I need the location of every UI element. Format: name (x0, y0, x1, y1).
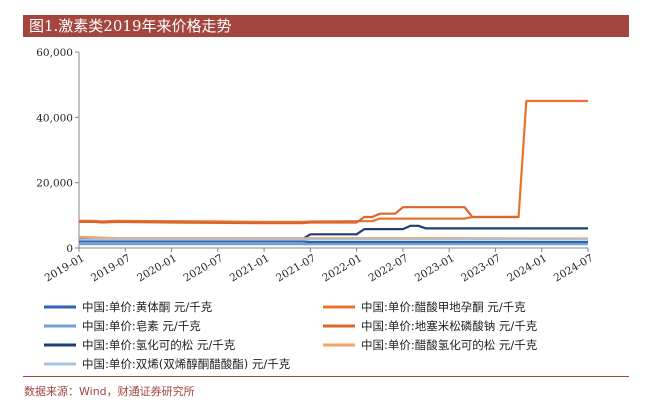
series-line (79, 224, 588, 240)
legend-label: 中国:单价:醋酸甲地孕酮 元/千克 (361, 300, 526, 314)
plot-series (78, 99, 589, 246)
legend-label: 中国:单价:皂素 元/千克 (82, 319, 201, 333)
x-tick-label: 2020-01 (135, 252, 179, 284)
series-line (79, 240, 588, 244)
y-tick-label: 40,000 (36, 112, 73, 124)
legend-label: 中国:单价:醋酸氢化可的松 元/千克 (361, 338, 538, 352)
legend: 中国:单价:黄体酮 元/千克 中国:单价:醋酸甲地孕酮 元/千克中国:单价:皂素 … (44, 300, 538, 371)
x-tick-label: 2023-01 (413, 252, 457, 284)
x-tick-label: 2022-07 (367, 252, 411, 284)
source-divider (23, 376, 629, 377)
legend-label: 中国:单价:黄体酮 元/千克 (82, 300, 213, 314)
x-tick-label: 2019-01 (43, 252, 87, 284)
x-tick-label: 2024-01 (505, 252, 549, 284)
chart-title: 图1.激素类2019年来价格走势 (29, 17, 232, 35)
chart-canvas: 0 20,000 40,000 60,000 2019-01 2019-07 2020-01… (36, 47, 595, 371)
y-tick-label: 60,000 (36, 47, 73, 59)
series-line (78, 235, 589, 240)
y-tick-label: 0 (66, 243, 73, 255)
x-tick-label: 2021-07 (274, 252, 318, 284)
legend-label: 中国:单价:氢化可的松 元/千克 (82, 338, 236, 352)
x-tick-label: 2023-07 (459, 252, 503, 284)
source-note: 数据来源：Wind，财通证券研究所 (24, 385, 195, 398)
x-tick-label: 2022-01 (320, 252, 364, 284)
title-bar: 图1.激素类2019年来价格走势 (23, 15, 629, 37)
legend-label: 中国:单价:双烯(双烯醇酮醋酸酯) 元/千克 (82, 357, 291, 371)
plot-axes: 0 20,000 40,000 60,000 2019-01 2019-07 2020-01… (36, 47, 595, 284)
series-line (79, 99, 588, 223)
x-tick-label: 2021-01 (228, 252, 272, 284)
y-tick-label: 20,000 (36, 178, 73, 190)
series-line (79, 206, 519, 225)
x-tick-label: 2024-07 (552, 252, 596, 284)
x-tick-label: 2020-07 (182, 252, 226, 284)
x-tick-label: 2019-07 (89, 252, 133, 284)
legend-label: 中国:单价:地塞米松磷酸钠 元/千克 (361, 319, 538, 333)
